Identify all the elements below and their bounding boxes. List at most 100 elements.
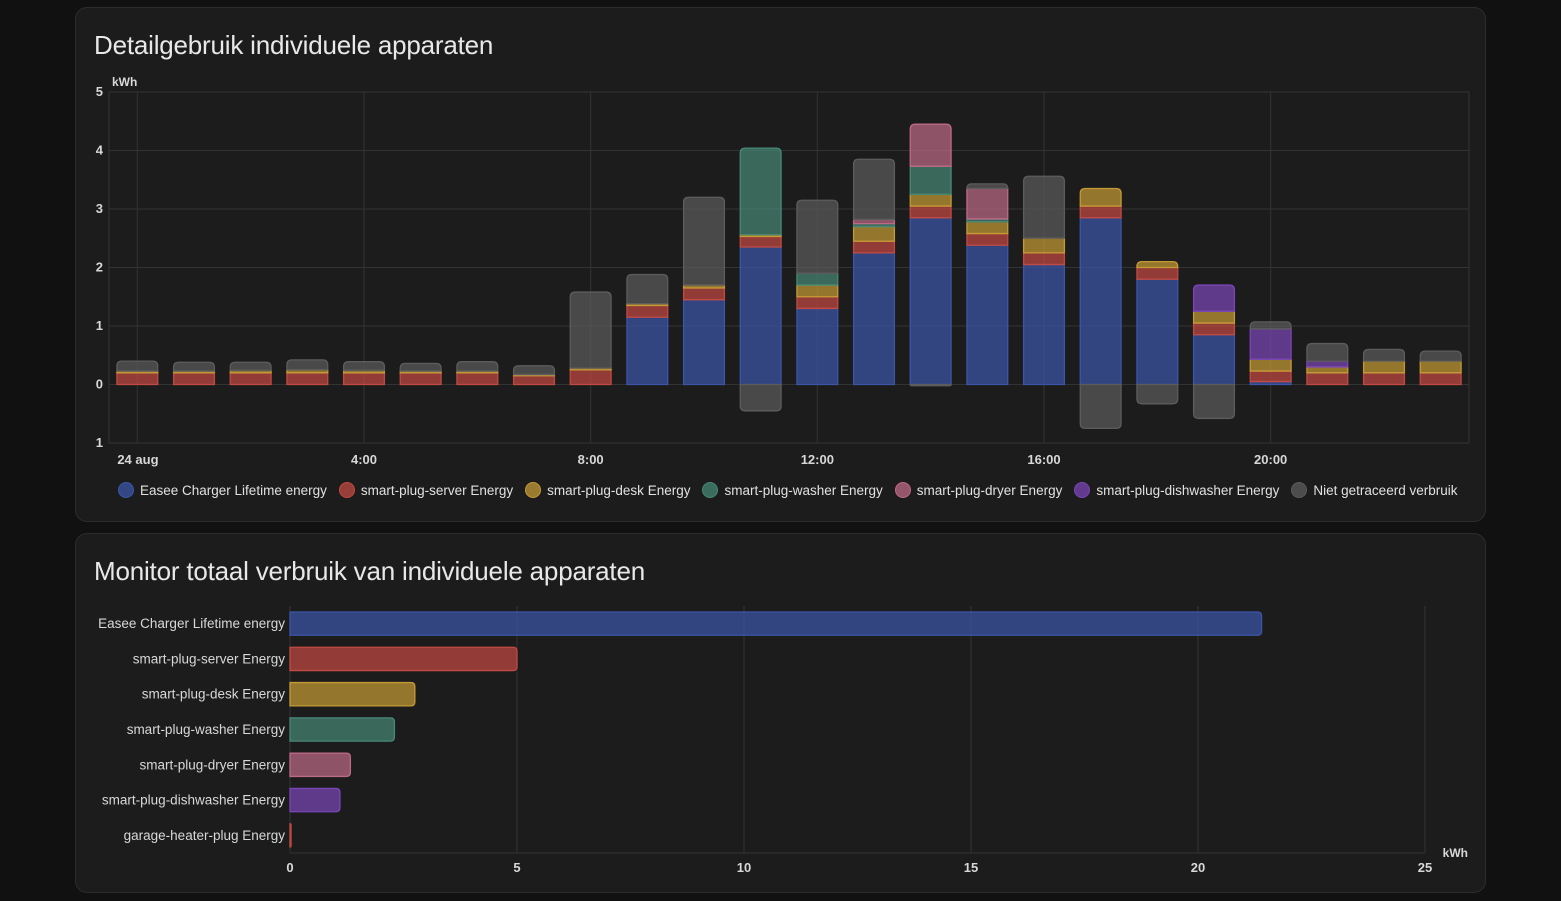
y-tick-label: 4 [96,143,104,158]
legend-item-easee[interactable]: Easee Charger Lifetime energy [118,482,327,498]
bar-segment-untracked [909,383,952,387]
bar-segment-untracked [172,361,216,372]
bar-segment-server [682,287,726,301]
legend-label: smart-plug-washer Energy [724,482,883,498]
bar-segment-server [796,296,839,310]
bar-segment-easee [796,307,839,386]
y-tick-label: 3 [96,201,103,216]
bar-segment-server [1136,266,1179,280]
y-category-label: garage-heater-plug Energy [124,828,286,843]
y-tick-label: 5 [96,84,103,99]
bar-segment-dryer [966,187,1009,220]
y-tick-label: 1 [96,318,103,333]
x-tick-label: 15 [964,860,978,875]
legend-item-dryer[interactable]: smart-plug-dryer Energy [894,482,1063,498]
stacked-bar-chart: 5 4 3 2 1 0 1 kWh 24 aug 4:00 8:00 12:00 16:00 20:00 [96,75,1470,467]
bar-segment-untracked [852,158,896,221]
x-tick-label: 20 [1191,860,1205,875]
bar-segment-easee [1136,278,1179,386]
bar-segment-server [1419,372,1462,386]
y-category-label: smart-plug-dryer Energy [139,757,285,772]
bar-segment-untracked [1419,350,1462,362]
bar-segment-desk [1306,366,1349,374]
bar-segment-server [286,372,329,386]
legend-label: Niet getraceerd verbruik [1313,482,1458,498]
legend-item-washer[interactable]: smart-plug-washer Energy [702,482,883,498]
bar-segment-server [909,205,952,219]
bar-easee [289,611,1263,636]
bar-segment-untracked [456,361,499,372]
legend-swatch [702,482,719,498]
bar-segment-server [1362,372,1406,386]
bar-segment-easee [626,316,669,386]
y-tick-label: 2 [96,260,103,275]
y-tick-label: 1 [96,435,103,450]
bar-segment-desk [852,225,896,242]
bar-segment-untracked [966,183,1009,190]
total-usage-monitor-card: Monitor totaal verbruik van individuele … [75,533,1486,893]
legend-swatch [118,482,134,498]
legend-swatch [338,482,355,498]
bar-segment-server [399,372,442,386]
bar-segment-dryer [909,123,952,167]
bar-garage [289,823,292,848]
legend-label: smart-plug-dishwasher Energy [1096,482,1280,498]
bar-segment-untracked [1362,348,1406,362]
horizontal-bar-chart: 0 5 10 15 20 25 kWh Easee Charger Lifetime ener… [98,606,1468,875]
x-axis-unit: kWh [1443,846,1468,860]
bar-segment-easee [682,299,726,386]
device-detail-usage-card: Detailgebruik individuele apparaten 5 4 3 2… [75,7,1486,522]
bar-segment-untracked [399,362,442,372]
bar-segment-untracked [229,361,272,372]
legend-swatch [894,482,911,498]
bar-segment-dishwasher [1249,328,1292,360]
legend-label: Easee Charger Lifetime energy [140,482,327,498]
bar-segment-untracked [739,383,782,412]
bar-segment-server [456,372,499,386]
y-axis-unit: kWh [112,75,137,89]
legend-item-untracked[interactable]: Niet getraceerd verbruik [1291,482,1457,498]
bar-segment-untracked [116,360,159,372]
bar-server [289,646,518,672]
x-tick-label: 24 aug [117,452,158,467]
legend-item-server[interactable]: smart-plug-server Energy [338,482,514,498]
bar-segment-easee [1022,263,1066,386]
bar-segment-desk [1079,187,1122,207]
legend-item-desk[interactable]: smart-plug-desk Energy [525,482,690,498]
bar-segment-untracked [512,365,556,376]
bar-segment-desk [796,284,839,298]
legend-swatch [1074,482,1091,498]
bar-segment-server [569,369,612,386]
bar-segment-dishwasher [1192,284,1236,313]
bar-segment-server [342,372,386,386]
bar-segment-server [229,372,272,386]
legend-item-dishwasher[interactable]: smart-plug-dishwasher Energy [1074,482,1279,498]
bar-dryer [289,752,352,778]
bar-segment-untracked [569,291,612,369]
bar-segment-washer [909,165,952,196]
bar-segment-server [1192,322,1236,336]
bar-segment-untracked [1249,321,1292,330]
x-tick-label: 5 [513,860,520,875]
bar-segment-dishwasher [1306,360,1349,368]
y-category-label: smart-plug-washer Energy [127,722,286,737]
legend-label: smart-plug-server Energy [360,482,514,498]
bar-segment-untracked [626,273,669,305]
card-title: Monitor totaal verbruik van individuele … [94,556,645,586]
bar-segment-easee [852,252,896,386]
bar-segment-desk [1022,237,1066,254]
legend-swatch [1291,482,1308,498]
bar-segment-easee [1192,334,1236,386]
bar-desk [289,681,416,707]
legend-label: smart-plug-dryer Energy [916,482,1063,498]
bar-segment-untracked [796,199,839,274]
bar-segment-server [966,232,1009,246]
y-category-label: smart-plug-server Energy [133,651,286,666]
bar-segment-untracked [682,196,726,286]
x-tick-label: 10 [737,860,751,875]
y-tick-label: 0 [96,377,103,392]
bar-segment-untracked [1022,175,1066,239]
bar-segment-desk [1249,358,1292,372]
bar-segment-untracked [1136,383,1179,405]
bar-segment-desk [966,221,1009,235]
